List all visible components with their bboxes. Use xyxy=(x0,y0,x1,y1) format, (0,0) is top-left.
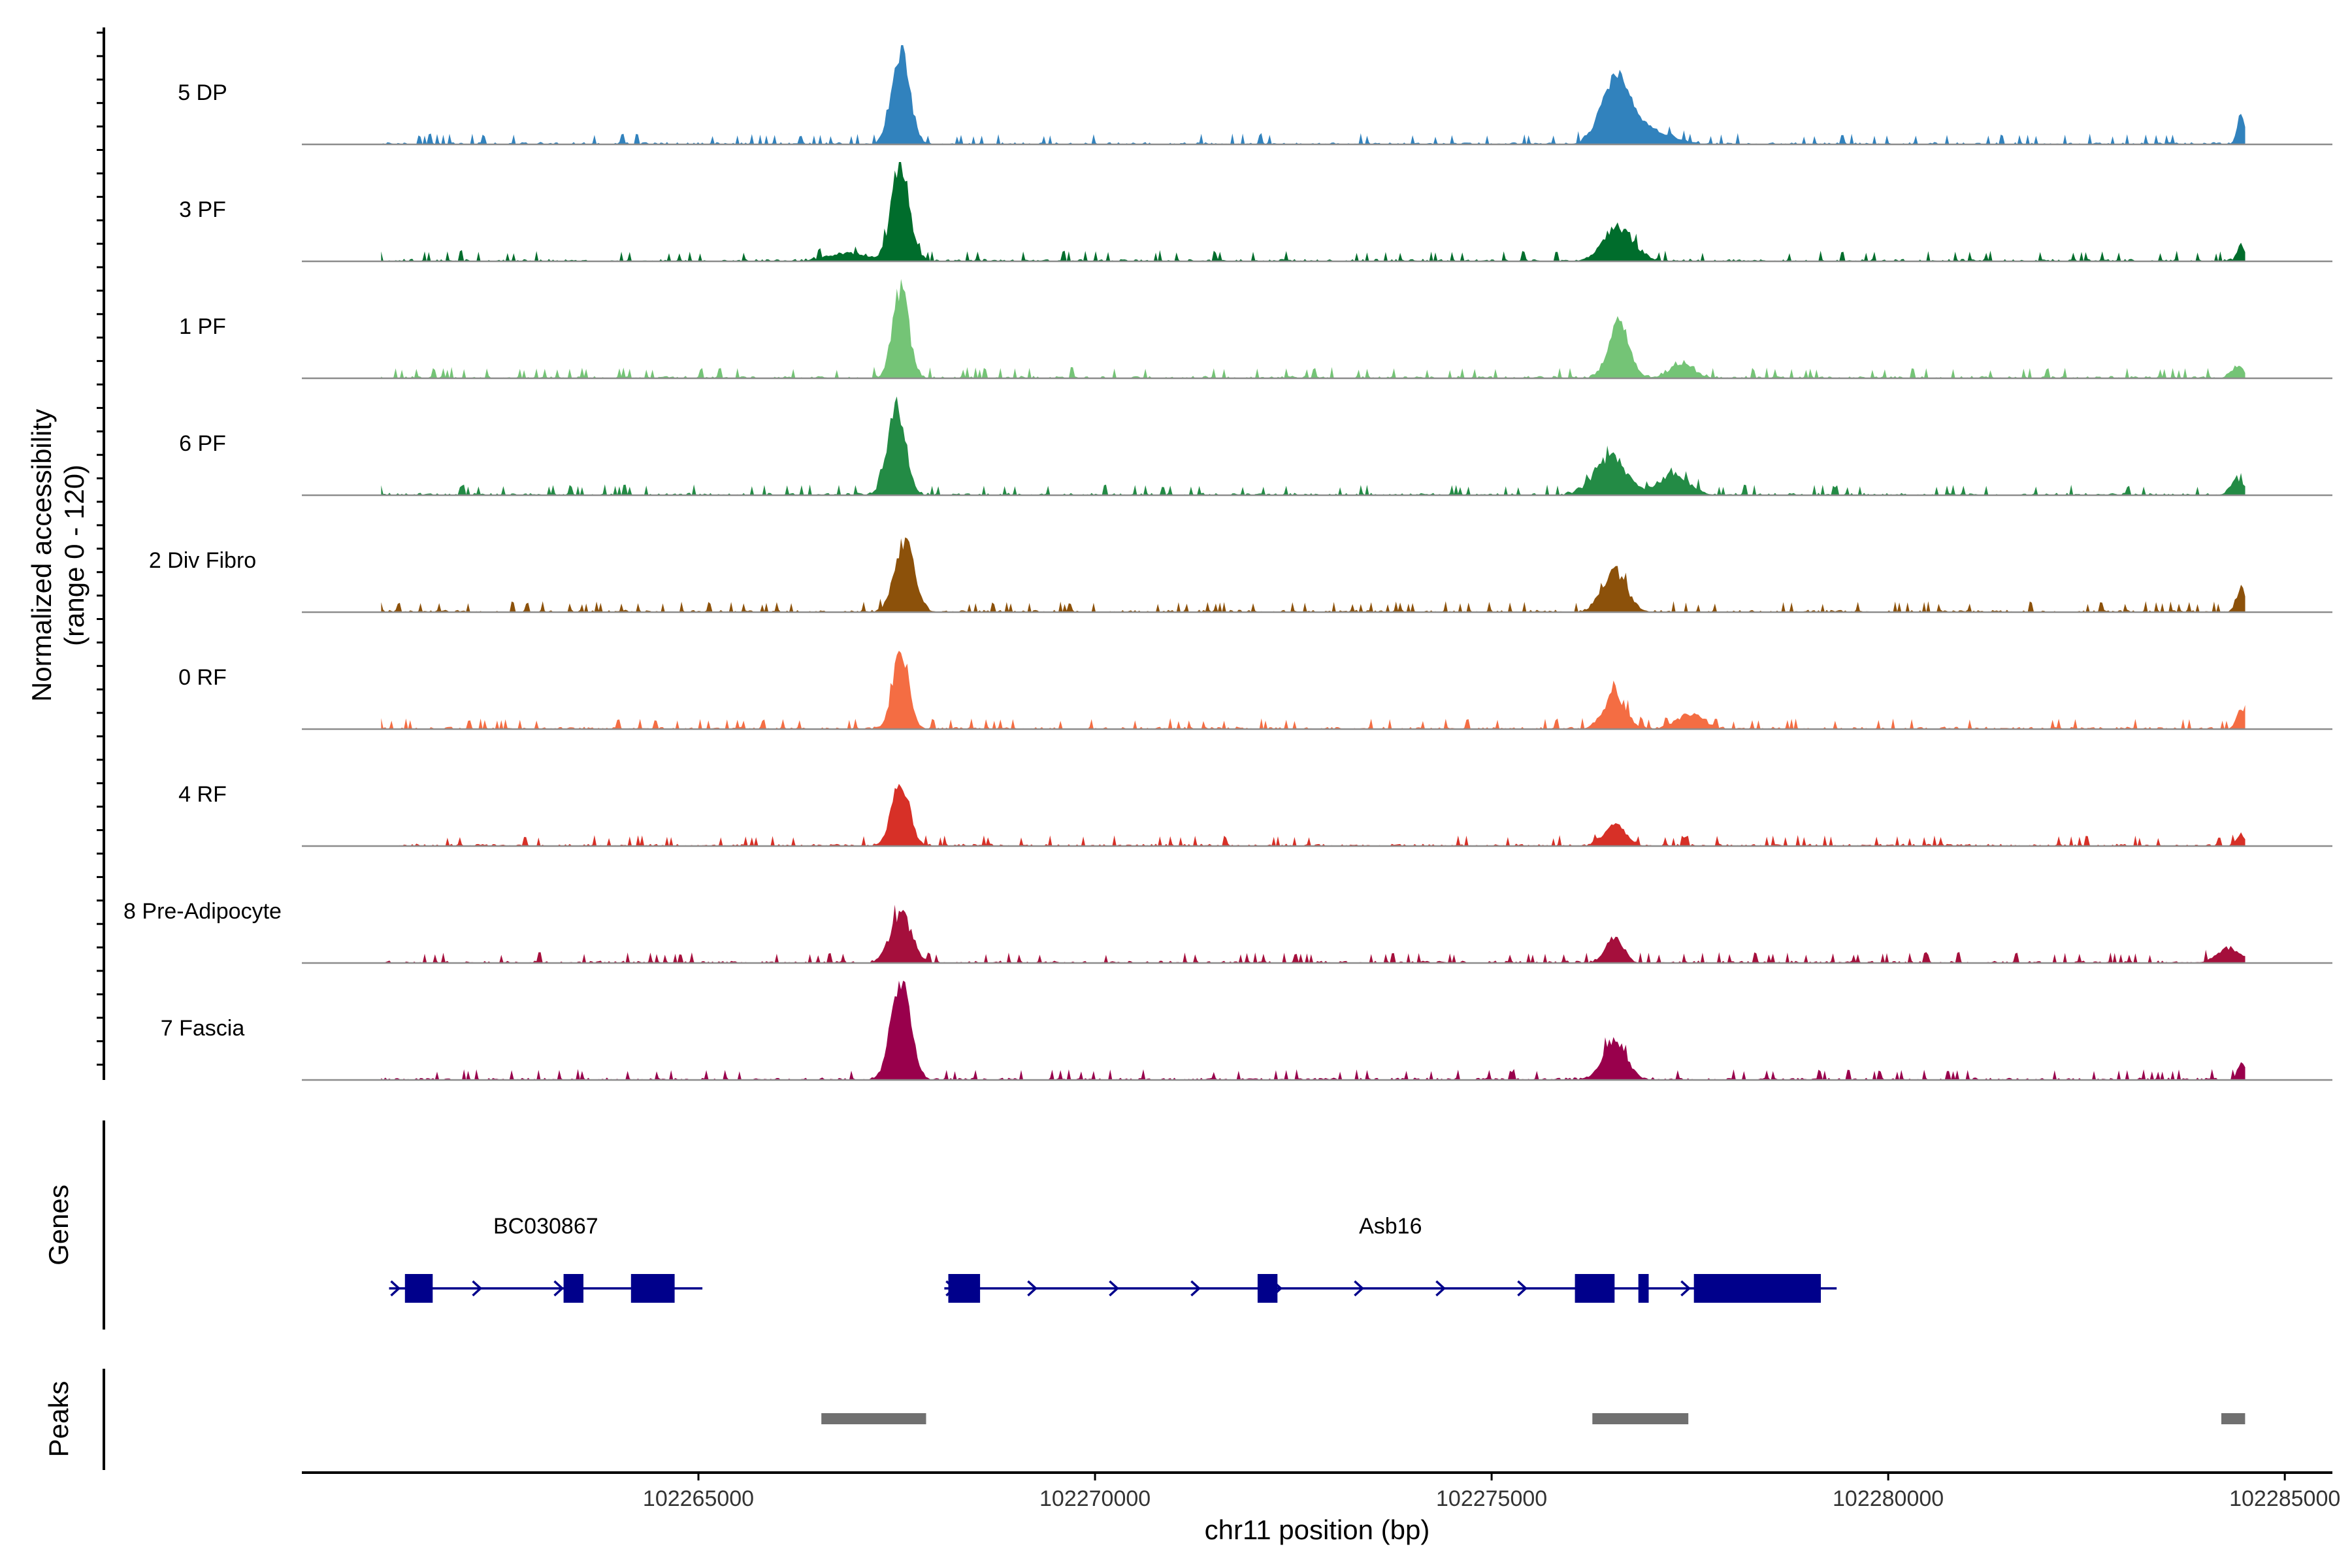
y-axis-ticks xyxy=(97,31,104,1066)
genes-axis-label: Genes xyxy=(43,1184,74,1266)
track-label: 8 Pre-Adipocyte xyxy=(123,899,282,924)
y-axis-range: (range 0 - 120) xyxy=(59,465,90,646)
gene-label: Asb16 xyxy=(1359,1214,1422,1239)
coverage-area xyxy=(381,783,2246,846)
track-label: 6 PF xyxy=(179,431,226,456)
gene-exon xyxy=(404,1274,433,1303)
peak-region xyxy=(821,1413,926,1424)
peaks-axis-label: Peaks xyxy=(43,1381,74,1458)
coverage-tracks: 5 DP 3 PF 1 PF 6 PF 2 Div Fibro 0 RF 4 RF 8 Pre… xyxy=(123,45,2332,1081)
x-tick-label: 102270000 xyxy=(1039,1486,1151,1511)
coverage-area xyxy=(381,981,2246,1080)
peaks-panel: Peaks xyxy=(43,1369,2246,1470)
coverage-track: 4 RF xyxy=(178,782,2332,847)
coverage-area xyxy=(381,45,2246,144)
track-label: 7 Fascia xyxy=(161,1016,245,1041)
gene-exon xyxy=(563,1274,583,1303)
coverage-track: 6 PF xyxy=(179,396,2332,497)
coverage-area xyxy=(381,279,2246,378)
coverage-area xyxy=(381,396,2246,495)
track-label: 1 PF xyxy=(179,314,226,339)
coverage-area xyxy=(381,162,2246,261)
gene-model: Asb16 xyxy=(944,1214,1837,1303)
gene-models: BC030867 Asb16 xyxy=(389,1214,1837,1303)
gene-label: BC030867 xyxy=(493,1214,598,1239)
x-axis-group: 102265000 102270000 102275000 102280000 1022… xyxy=(302,1471,2340,1545)
peak-region xyxy=(1592,1413,1689,1424)
gene-exon xyxy=(630,1274,675,1303)
strand-arrow xyxy=(553,1280,564,1297)
genes-panel: Genes BC030867 Asb16 xyxy=(43,1120,1837,1330)
coverage-area xyxy=(381,537,2246,612)
coverage-track: 7 Fascia xyxy=(161,981,2332,1081)
y-axis-group: Normalized accessibility (range 0 - 120) xyxy=(26,27,105,1080)
coverage-area xyxy=(381,651,2246,729)
coverage-track: 0 RF xyxy=(178,651,2332,730)
y-axis-title: Normalized accessibility xyxy=(26,409,57,702)
coverage-track: 1 PF xyxy=(179,279,2332,380)
peak-region xyxy=(2221,1413,2246,1424)
gene-exon xyxy=(948,1274,981,1303)
track-label: 5 DP xyxy=(178,80,227,105)
x-tick-label: 102275000 xyxy=(1436,1486,1547,1511)
track-label: 2 Div Fibro xyxy=(149,548,256,573)
coverage-track: 8 Pre-Adipocyte xyxy=(123,899,2332,964)
gene-exon xyxy=(1575,1274,1615,1303)
track-label: 3 PF xyxy=(179,197,226,222)
x-tick-label: 102285000 xyxy=(2229,1486,2340,1511)
coverage-track: 2 Div Fibro xyxy=(149,537,2332,613)
coverage-area xyxy=(381,904,2246,963)
x-tick-label: 102280000 xyxy=(1833,1486,1944,1511)
peak-regions xyxy=(821,1413,2246,1424)
coverage-track: 3 PF xyxy=(179,162,2332,263)
strand-arrow xyxy=(390,1280,401,1297)
strand-arrow xyxy=(472,1280,483,1297)
x-tick-label: 102265000 xyxy=(643,1486,754,1511)
gene-model: BC030867 xyxy=(389,1214,703,1303)
gene-exon xyxy=(1638,1274,1649,1303)
strand-arrow xyxy=(1354,1280,1364,1297)
track-label: 0 RF xyxy=(178,665,227,690)
strand-arrow xyxy=(1680,1280,1691,1297)
gene-exon xyxy=(1257,1274,1278,1303)
x-axis-title: chr11 position (bp) xyxy=(1205,1514,1430,1545)
strand-arrow xyxy=(1517,1280,1527,1297)
strand-arrow xyxy=(1027,1280,1037,1297)
coverage-track: 5 DP xyxy=(178,45,2332,146)
track-label: 4 RF xyxy=(178,782,227,807)
strand-arrow xyxy=(1109,1280,1119,1297)
strand-arrow xyxy=(1435,1280,1446,1297)
x-axis-ticks: 102265000 102270000 102275000 102280000 1022… xyxy=(643,1473,2340,1511)
strand-arrow xyxy=(1190,1280,1201,1297)
gene-exon xyxy=(1693,1274,1821,1303)
